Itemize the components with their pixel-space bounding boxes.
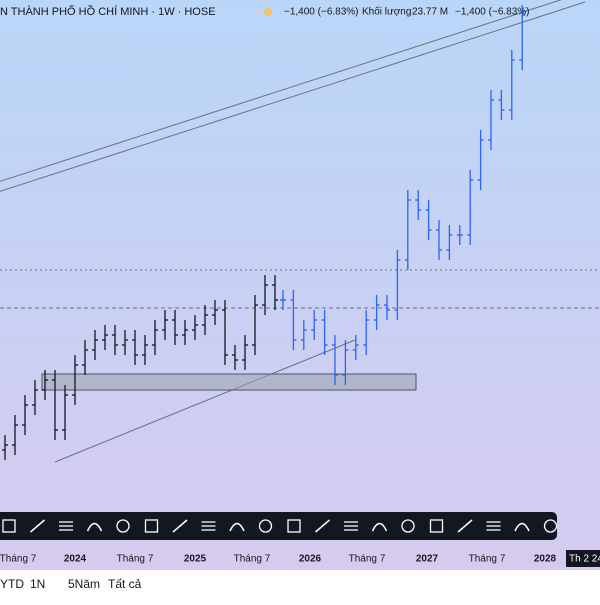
tool-icon[interactable] [543, 519, 558, 533]
volume-label: Khối lượng [362, 6, 411, 18]
change: −1,400 (−6.83%) [284, 7, 359, 18]
tool-icon[interactable] [258, 519, 273, 533]
tool-icon[interactable] [201, 521, 216, 531]
channel-line [0, 0, 562, 182]
trend-line [54, 339, 356, 463]
time-label: 2025 [184, 554, 207, 565]
time-label: Tháng 7 [234, 554, 271, 565]
tool-icon[interactable] [30, 519, 45, 533]
range-button[interactable]: 1N [30, 577, 45, 591]
tool-icon[interactable] [2, 519, 16, 533]
symbol-title: N THÀNH PHỐ HỒ CHÍ MINH · 1W · HOSE [0, 4, 216, 18]
tool-icons [2, 519, 558, 533]
time-label: 2024 [64, 554, 87, 565]
tool-icon[interactable] [116, 519, 130, 533]
range-button[interactable]: 5Năm [68, 577, 100, 591]
tool-icon[interactable] [344, 521, 358, 531]
status-dot [255, 9, 261, 15]
tool-icon[interactable] [401, 519, 415, 533]
volume-change: −1,400 (−6.83%) [455, 7, 530, 18]
tool-icon[interactable] [315, 519, 330, 533]
tool-icon[interactable] [172, 519, 188, 533]
time-label: 2028 [534, 554, 557, 565]
tool-icon[interactable] [429, 519, 444, 533]
tool-icon[interactable] [371, 522, 388, 532]
tool-icon[interactable] [229, 522, 245, 532]
range-buttons: YTD 1N 5Năm Tất cả [0, 577, 142, 591]
range-button[interactable]: Tất cả [108, 577, 142, 591]
tool-icon[interactable] [514, 522, 530, 532]
range-button[interactable]: YTD [0, 577, 24, 591]
price-bars [2, 5, 526, 460]
time-label: 2026 [299, 554, 322, 565]
status-icon [264, 8, 272, 16]
tool-icon[interactable] [86, 522, 103, 532]
chart-background [0, 0, 600, 570]
drawings [0, 0, 600, 463]
time-axis: Tháng 7 2024 Tháng 7 2025 Tháng 7 2026 Tháng 7… [0, 554, 557, 565]
support-zone [41, 373, 417, 391]
time-label: 2027 [416, 554, 439, 565]
channel-line [0, 1, 586, 192]
tool-icon[interactable] [59, 521, 73, 531]
drawing-toolbar [0, 512, 557, 540]
volume-value: 23.77 M [412, 7, 448, 18]
tool-icon[interactable] [486, 521, 501, 531]
time-label: Tháng 7 [469, 554, 506, 565]
bottom-bar [0, 570, 600, 600]
cursor-time: Th 2 24 [569, 554, 600, 565]
time-label: Tháng 7 [0, 554, 37, 565]
time-label: Tháng 7 [349, 554, 386, 565]
tool-icon[interactable] [457, 519, 473, 533]
cursor-time-box [566, 550, 600, 567]
tool-icon[interactable] [144, 519, 159, 533]
time-label: Tháng 7 [117, 554, 154, 565]
tool-icon[interactable] [287, 519, 301, 533]
